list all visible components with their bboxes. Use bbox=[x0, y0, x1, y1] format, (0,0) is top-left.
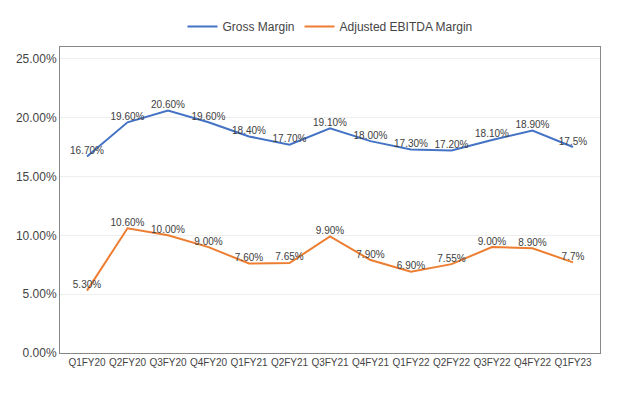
svg-text:19.60%: 19.60% bbox=[192, 111, 226, 122]
svg-text:Q4FY21: Q4FY21 bbox=[352, 357, 390, 368]
svg-text:10.60%: 10.60% bbox=[111, 217, 145, 228]
svg-text:Gross Margin: Gross Margin bbox=[223, 20, 295, 34]
svg-text:Q2FY20: Q2FY20 bbox=[109, 357, 147, 368]
svg-text:20.60%: 20.60% bbox=[151, 99, 185, 110]
svg-text:10.00%: 10.00% bbox=[16, 229, 57, 243]
svg-text:17.70%: 17.70% bbox=[273, 133, 307, 144]
svg-text:7.60%: 7.60% bbox=[235, 252, 263, 263]
svg-text:Q4FY22: Q4FY22 bbox=[514, 357, 552, 368]
svg-text:10.00%: 10.00% bbox=[151, 224, 185, 235]
svg-text:17.20%: 17.20% bbox=[435, 139, 469, 150]
svg-text:19.10%: 19.10% bbox=[313, 117, 347, 128]
svg-text:19.60%: 19.60% bbox=[111, 111, 145, 122]
svg-text:5.00%: 5.00% bbox=[23, 287, 57, 301]
svg-text:17.30%: 17.30% bbox=[394, 138, 428, 149]
svg-text:Q1FY21: Q1FY21 bbox=[230, 357, 268, 368]
svg-text:Q3FY22: Q3FY22 bbox=[473, 357, 511, 368]
svg-text:20.00%: 20.00% bbox=[16, 111, 57, 125]
svg-text:7.90%: 7.90% bbox=[356, 249, 384, 260]
svg-text:16.70%: 16.70% bbox=[70, 145, 104, 156]
svg-text:0.00%: 0.00% bbox=[23, 346, 57, 360]
svg-text:9.00%: 9.00% bbox=[194, 236, 222, 247]
svg-text:9.00%: 9.00% bbox=[478, 236, 506, 247]
svg-text:Q1FY23: Q1FY23 bbox=[554, 357, 592, 368]
svg-text:Q1FY22: Q1FY22 bbox=[392, 357, 430, 368]
svg-text:Q2FY21: Q2FY21 bbox=[271, 357, 309, 368]
svg-text:Q3FY21: Q3FY21 bbox=[311, 357, 349, 368]
svg-text:18.00%: 18.00% bbox=[354, 130, 388, 141]
svg-text:Q4FY20: Q4FY20 bbox=[190, 357, 228, 368]
svg-text:18.10%: 18.10% bbox=[475, 128, 509, 139]
svg-text:Q2FY22: Q2FY22 bbox=[433, 357, 471, 368]
svg-text:7.7%: 7.7% bbox=[562, 251, 585, 262]
svg-text:7.55%: 7.55% bbox=[437, 253, 465, 264]
svg-text:7.65%: 7.65% bbox=[275, 251, 303, 262]
svg-text:Q3FY20: Q3FY20 bbox=[149, 357, 187, 368]
svg-text:18.40%: 18.40% bbox=[232, 125, 266, 136]
svg-text:Adjusted EBITDA Margin: Adjusted EBITDA Margin bbox=[340, 20, 473, 34]
svg-text:17.5%: 17.5% bbox=[559, 136, 587, 147]
svg-text:15.00%: 15.00% bbox=[16, 170, 57, 184]
svg-text:25.00%: 25.00% bbox=[16, 52, 57, 66]
svg-text:6.90%: 6.90% bbox=[397, 260, 425, 271]
svg-text:Q1FY20: Q1FY20 bbox=[68, 357, 106, 368]
svg-text:8.90%: 8.90% bbox=[518, 237, 546, 248]
svg-text:9.90%: 9.90% bbox=[316, 225, 344, 236]
svg-text:5.30%: 5.30% bbox=[73, 279, 101, 290]
svg-text:18.90%: 18.90% bbox=[516, 119, 550, 130]
